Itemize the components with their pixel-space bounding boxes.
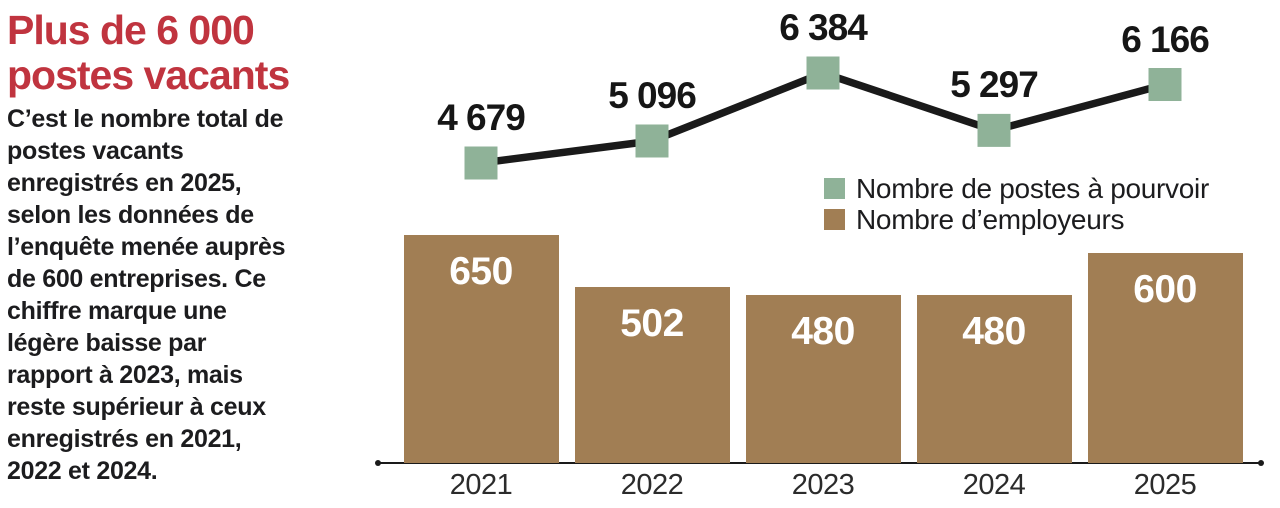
bar-2022: 502 [574,287,730,463]
legend: Nombre de postes à pourvoir Nombre d’emp… [824,173,1209,235]
headline: Plus de 6 000 postes vacants [7,7,290,98]
legend-swatch-green [824,178,845,199]
line-series-svg [464,56,1182,180]
bar-2021: 650 [403,235,559,463]
bar-value-label: 600 [1133,268,1197,311]
text-panel: Plus de 6 000 postes vacants C’est le no… [7,8,375,487]
line-value-label: 5 297 [950,64,1039,106]
legend-label-postes: Nombre de postes à pourvoir [856,172,1209,204]
legend-label-employeurs: Nombre d’employeurs [856,203,1125,235]
x-axis [378,462,1262,464]
line-value-label: 6 166 [1121,18,1210,60]
bar-value-label: 480 [962,310,1026,353]
bar-value-label: 502 [620,302,684,345]
line-marker [977,113,1011,147]
bar-value-label: 480 [791,310,855,353]
legend-item-postes: Nombre de postes à pourvoir [824,173,1209,204]
x-tick-2023: 2023 [791,469,855,501]
line-marker [1148,68,1182,102]
chart: Nombre de postes à pourvoir Nombre d’emp… [375,0,1280,508]
line-marker [806,56,840,90]
body-text: C’est le nombre total de postes vacants … [7,105,286,485]
line-value-label: 5 096 [608,74,697,116]
line-marker [464,146,498,180]
bar-2024: 480 [916,295,1072,463]
x-tick-2022: 2022 [620,469,684,501]
line-value-label: 6 384 [779,7,868,48]
axis-end-dot-left [375,460,381,466]
bar-2023: 480 [745,295,901,463]
line-value-label: 4 679 [437,97,526,138]
x-tick-2024: 2024 [962,469,1026,501]
x-tick-2021: 2021 [449,469,513,501]
bar-value-label: 650 [449,250,513,293]
x-tick-2025: 2025 [1133,469,1197,501]
axis-end-dot-right [1258,460,1264,466]
line-marker [635,124,669,158]
legend-item-employeurs: Nombre d’employeurs [824,204,1209,235]
bar-2025: 600 [1087,253,1243,463]
legend-swatch-brown [824,209,845,230]
